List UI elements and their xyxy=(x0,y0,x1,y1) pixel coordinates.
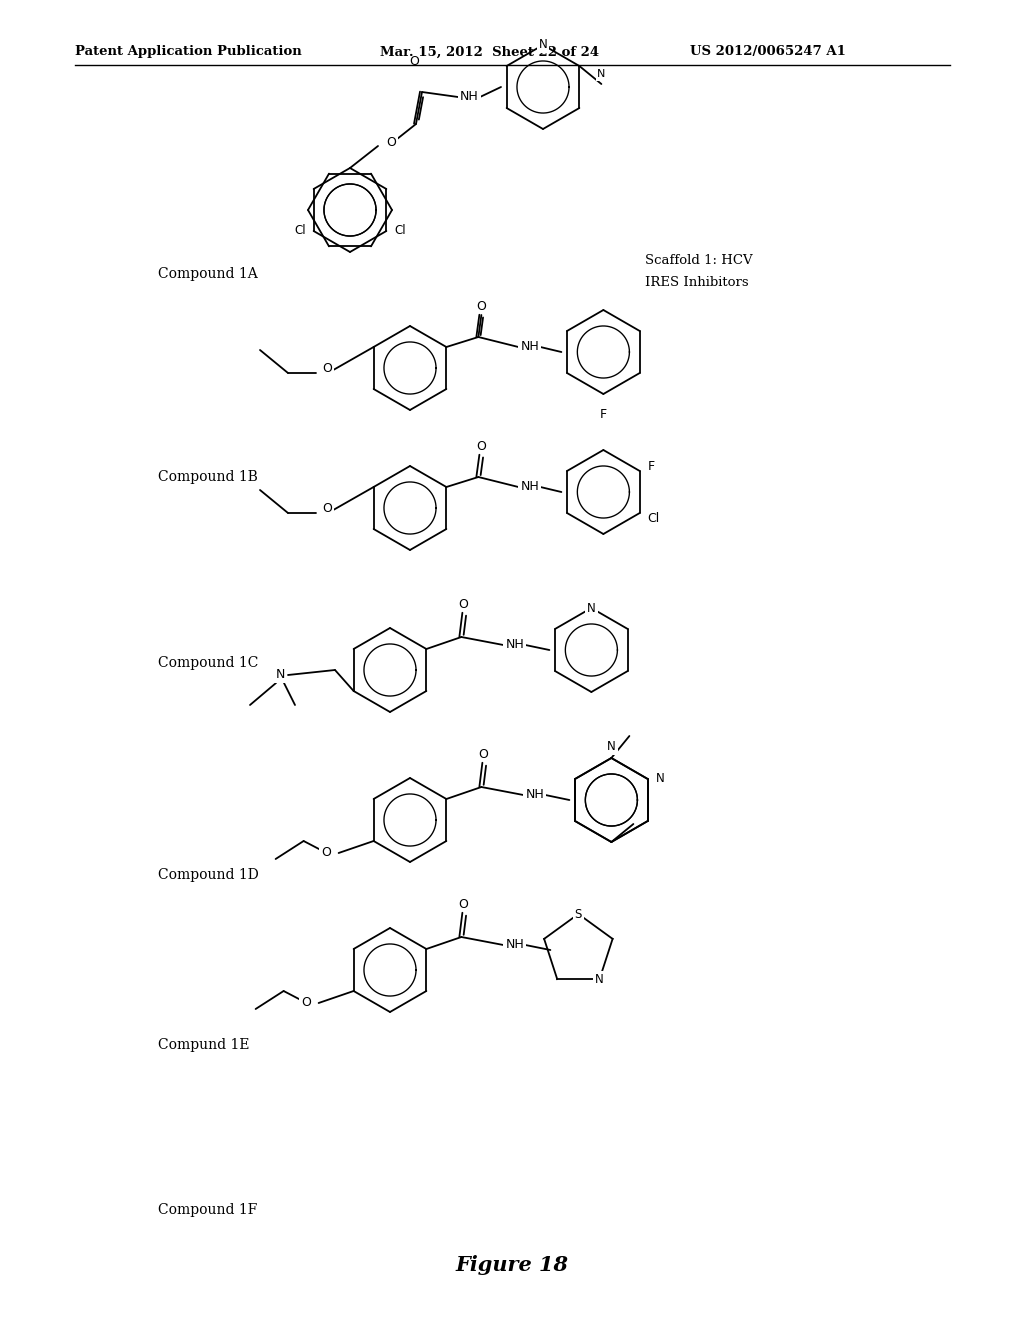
Text: US 2012/0065247 A1: US 2012/0065247 A1 xyxy=(690,45,846,58)
Text: Mar. 15, 2012  Sheet 22 of 24: Mar. 15, 2012 Sheet 22 of 24 xyxy=(380,45,599,58)
Text: O: O xyxy=(409,55,419,69)
Text: N: N xyxy=(597,69,606,79)
Text: O: O xyxy=(459,598,468,611)
Text: N: N xyxy=(607,741,615,752)
Text: O: O xyxy=(301,997,310,1010)
Text: NH: NH xyxy=(460,91,479,103)
Text: O: O xyxy=(476,300,486,313)
Text: N: N xyxy=(275,668,285,681)
Text: Cl: Cl xyxy=(294,224,305,238)
Text: O: O xyxy=(459,898,468,911)
Text: O: O xyxy=(478,748,488,762)
Text: Compound 1D: Compound 1D xyxy=(158,869,259,882)
Text: Compound 1A: Compound 1A xyxy=(158,267,258,281)
Text: Cl: Cl xyxy=(648,511,660,524)
Text: Patent Application Publication: Patent Application Publication xyxy=(75,45,302,58)
Text: Cl: Cl xyxy=(394,224,406,238)
Text: Compund 1E: Compund 1E xyxy=(158,1038,250,1052)
Text: NH: NH xyxy=(525,788,544,801)
Text: O: O xyxy=(321,846,331,859)
Text: N: N xyxy=(539,38,548,51)
Text: Compound 1C: Compound 1C xyxy=(158,656,258,671)
Text: O: O xyxy=(322,503,332,516)
Text: Compound 1F: Compound 1F xyxy=(158,1203,257,1217)
Text: N: N xyxy=(587,602,596,615)
Text: S: S xyxy=(574,908,582,920)
Text: Scaffold 1: HCV: Scaffold 1: HCV xyxy=(645,253,753,267)
Text: NH: NH xyxy=(506,939,524,952)
Text: Compound 1B: Compound 1B xyxy=(158,470,258,484)
Text: NH: NH xyxy=(506,639,524,652)
Text: IRES Inhibitors: IRES Inhibitors xyxy=(645,276,749,289)
Text: Figure 18: Figure 18 xyxy=(456,1255,568,1275)
Text: O: O xyxy=(386,136,396,149)
Text: F: F xyxy=(600,408,607,421)
Text: F: F xyxy=(648,459,655,473)
Text: NH: NH xyxy=(520,480,539,494)
Text: N: N xyxy=(595,973,604,986)
Text: N: N xyxy=(655,772,665,785)
Text: O: O xyxy=(476,440,486,453)
Text: O: O xyxy=(322,363,332,375)
Text: NH: NH xyxy=(520,341,539,354)
